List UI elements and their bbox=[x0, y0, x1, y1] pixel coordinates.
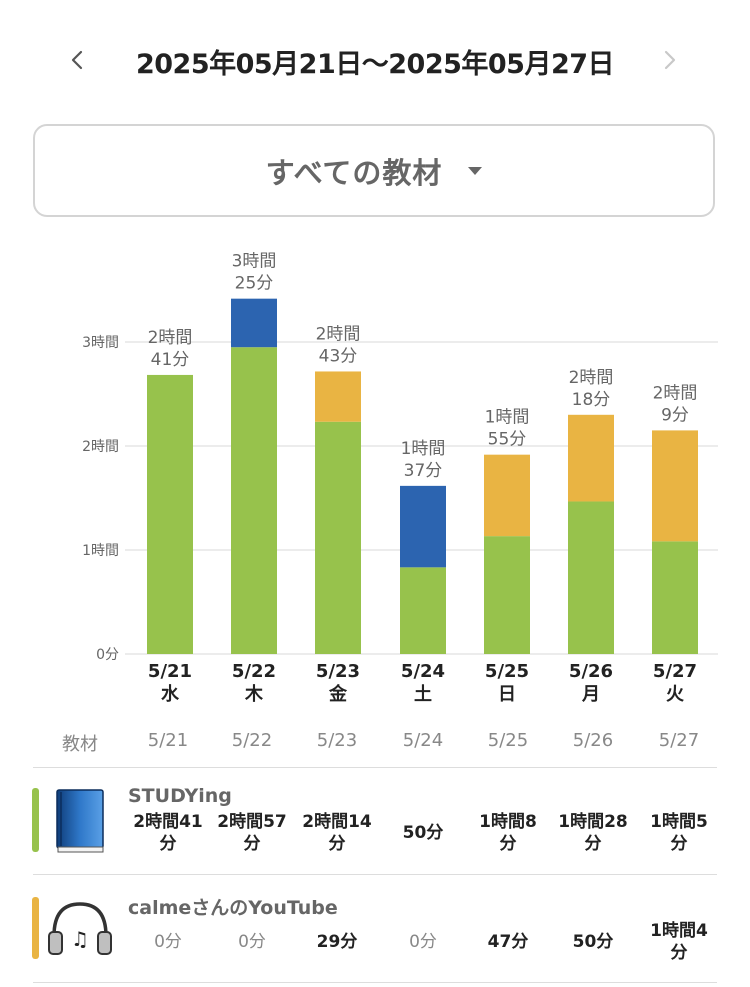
row-name-studying: STUDYing bbox=[128, 785, 232, 807]
bar-segment bbox=[568, 414, 614, 502]
bar-segment bbox=[484, 454, 530, 537]
caret-down-icon bbox=[468, 166, 483, 175]
bar-total-label: 37分 bbox=[404, 461, 443, 481]
bar-total-label: 1時間 bbox=[401, 439, 446, 459]
bar-total-label: 2時間 bbox=[316, 324, 361, 344]
book-icon bbox=[55, 788, 105, 854]
chevron-right-icon bbox=[664, 50, 676, 70]
table-header-date: 5/22 bbox=[231, 730, 273, 751]
y-tick-label: 0分 bbox=[96, 647, 119, 663]
row-color-bar-studying bbox=[32, 788, 39, 852]
bar-total-label: 2時間 bbox=[148, 328, 193, 348]
table-cell: 2時間41 分 bbox=[133, 812, 203, 854]
x-tick-label: 5/22 bbox=[232, 661, 276, 682]
bar-segment bbox=[400, 567, 446, 654]
divider bbox=[33, 767, 717, 768]
table-header-date: 5/27 bbox=[658, 730, 700, 751]
svg-text:♫: ♫ bbox=[71, 927, 89, 951]
table-cell: 47分 bbox=[487, 932, 529, 952]
x-tick-label: 5/24 bbox=[401, 661, 445, 682]
table-cell: 0分 bbox=[154, 932, 182, 952]
bar-total-label: 55分 bbox=[488, 430, 527, 450]
bar-total-label: 1時間 bbox=[485, 408, 530, 428]
bar-segment bbox=[484, 536, 530, 654]
bar-total-label: 18分 bbox=[572, 390, 611, 410]
x-weekday-label: 金 bbox=[328, 683, 348, 705]
bar-segment bbox=[652, 430, 698, 542]
row-color-bar-youtube bbox=[32, 897, 39, 959]
date-range-title: 2025年05月21日〜2025年05月27日 bbox=[135, 49, 615, 80]
table-cell: 0分 bbox=[409, 932, 437, 952]
bar-segment bbox=[231, 298, 277, 348]
x-weekday-label: 水 bbox=[161, 683, 180, 705]
bar-segment bbox=[400, 485, 446, 568]
material-select-label: すべての教材 bbox=[265, 155, 443, 190]
prev-week-button[interactable] bbox=[57, 40, 97, 80]
bar-total-label: 9分 bbox=[661, 405, 689, 425]
x-weekday-label: 日 bbox=[498, 684, 516, 705]
y-tick-label: 3時間 bbox=[82, 335, 119, 351]
bar-segment bbox=[315, 421, 361, 654]
bar-total-label: 2時間 bbox=[653, 383, 698, 403]
y-tick-label: 1時間 bbox=[82, 543, 119, 559]
bar-total-label: 43分 bbox=[319, 346, 358, 366]
table-cell: 1時間4 分 bbox=[650, 921, 708, 963]
bar-segment bbox=[231, 347, 277, 654]
table-cell: 2時間57 分 bbox=[217, 812, 287, 854]
bar-segment bbox=[568, 501, 614, 654]
x-weekday-label: 月 bbox=[581, 684, 600, 705]
row-name-youtube: calmeさんのYouTube bbox=[128, 897, 338, 919]
x-weekday-label: 火 bbox=[666, 684, 685, 705]
bar-segment bbox=[652, 541, 698, 654]
table-cell: 1時間28 分 bbox=[558, 812, 628, 854]
table-cell: 1時間8 分 bbox=[479, 812, 537, 854]
divider bbox=[33, 982, 717, 983]
bar-total-label: 3時間 bbox=[232, 252, 277, 272]
y-tick-label: 2時間 bbox=[82, 439, 119, 455]
table-header-date: 5/24 bbox=[402, 730, 444, 751]
bar-total-label: 25分 bbox=[235, 274, 274, 294]
material-select-dropdown[interactable]: すべての教材 bbox=[33, 124, 715, 217]
table-cell: 29分 bbox=[316, 932, 358, 952]
chevron-left-icon bbox=[71, 50, 83, 70]
x-weekday-label: 木 bbox=[244, 683, 264, 705]
table-header-date: 5/21 bbox=[147, 730, 189, 751]
table-header-date: 5/26 bbox=[572, 730, 614, 751]
bar-segment bbox=[147, 374, 193, 654]
table-header-date: 5/25 bbox=[487, 730, 529, 751]
headphones-icon: ♫ bbox=[46, 898, 114, 958]
bar-segment bbox=[315, 371, 361, 422]
table-header-material: 教材 bbox=[62, 734, 98, 755]
divider bbox=[33, 874, 717, 875]
bar-total-label: 41分 bbox=[151, 350, 190, 370]
x-tick-label: 5/23 bbox=[316, 661, 360, 682]
table-cell: 50分 bbox=[402, 823, 444, 843]
x-tick-label: 5/26 bbox=[569, 661, 613, 682]
x-tick-label: 5/21 bbox=[148, 661, 192, 682]
table-cell: 2時間14 分 bbox=[302, 812, 372, 854]
x-tick-label: 5/25 bbox=[485, 661, 529, 682]
x-tick-label: 5/27 bbox=[653, 661, 697, 682]
next-week-button[interactable] bbox=[650, 40, 690, 80]
bar-total-label: 2時間 bbox=[569, 368, 614, 388]
x-weekday-label: 土 bbox=[414, 684, 432, 705]
table-cell: 50分 bbox=[572, 932, 614, 952]
table-cell: 1時間5 分 bbox=[650, 812, 708, 854]
table-header-date: 5/23 bbox=[316, 730, 358, 751]
table-cell: 0分 bbox=[238, 932, 266, 952]
